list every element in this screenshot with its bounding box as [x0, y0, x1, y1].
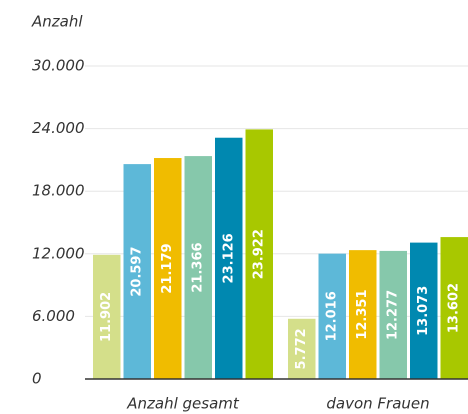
y-tick-label: 6.000 — [32, 307, 75, 325]
bar — [318, 253, 346, 379]
bar — [349, 250, 377, 379]
x-tick-label: davon Frauen — [326, 395, 429, 413]
value-label: 12.351 — [355, 289, 370, 339]
value-label: 12.016 — [325, 291, 340, 341]
bar — [245, 129, 273, 379]
y-tick-label: 0 — [32, 370, 42, 388]
value-label: 13.073 — [416, 286, 431, 336]
value-label: 23.126 — [221, 233, 236, 283]
y-tick-label: 12.000 — [32, 244, 85, 262]
y-tick-label: 24.000 — [32, 119, 85, 137]
bar — [440, 237, 468, 379]
value-label: 5.772 — [294, 328, 309, 369]
y-tick-label: 30.000 — [32, 57, 85, 75]
value-label: 13.602 — [447, 283, 462, 333]
bar — [215, 137, 243, 379]
y-axis-title: Anzahl — [31, 13, 83, 31]
value-label: 21.179 — [160, 243, 175, 293]
value-label: 23.922 — [252, 229, 267, 279]
bar — [288, 318, 316, 379]
bar — [410, 242, 438, 379]
value-label: 11.902 — [99, 292, 114, 342]
bar — [184, 156, 212, 379]
value-label: 20.597 — [130, 246, 145, 296]
x-tick-label: Anzahl gesamt — [126, 395, 240, 413]
bar — [93, 254, 121, 379]
bar — [379, 250, 407, 379]
value-label: 21.366 — [191, 242, 206, 292]
bar — [123, 164, 151, 379]
value-label: 12.277 — [386, 290, 401, 340]
y-tick-label: 18.000 — [32, 182, 85, 200]
bar — [154, 158, 182, 379]
